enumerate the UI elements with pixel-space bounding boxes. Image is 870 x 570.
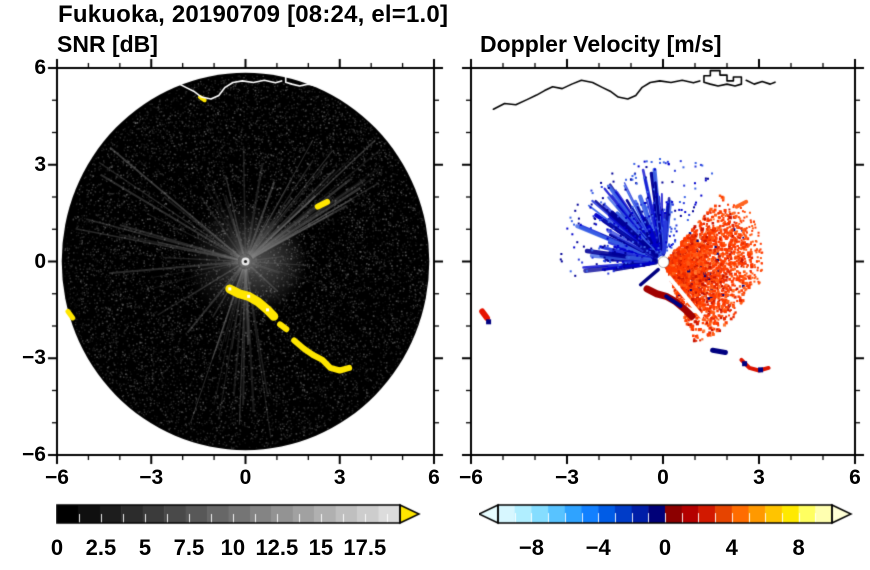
tick-label: 3 bbox=[34, 152, 46, 176]
doppler-panel-title: Doppler Velocity [m/s] bbox=[480, 31, 722, 57]
snr-panel-title: SNR [dB] bbox=[57, 31, 158, 57]
tick-label: 17.5 bbox=[343, 535, 387, 560]
tick-label: 3 bbox=[753, 466, 765, 489]
tick-label: 15 bbox=[308, 535, 334, 560]
snr-colorbar bbox=[56, 503, 421, 525]
tick-label: 0 bbox=[658, 535, 672, 560]
doppler-colorbar bbox=[479, 503, 853, 525]
tick-label: 0 bbox=[50, 535, 64, 560]
tick-label: 0 bbox=[239, 466, 252, 489]
tick-label: 2.5 bbox=[85, 535, 117, 560]
tick-label: 3 bbox=[333, 466, 346, 489]
tick-label: 6 bbox=[428, 466, 440, 489]
tick-label: 8 bbox=[792, 535, 805, 560]
tick-label: 12.5 bbox=[255, 535, 299, 560]
tick-label: −4 bbox=[585, 535, 611, 560]
tick-label: −6 bbox=[459, 466, 483, 489]
doppler-radar-ppi-plot bbox=[459, 56, 867, 467]
tick-label: −6 bbox=[22, 443, 46, 466]
tick-label: 5 bbox=[138, 535, 152, 560]
tick-label: 6 bbox=[849, 466, 861, 489]
tick-label: −3 bbox=[22, 346, 46, 370]
tick-label: 6 bbox=[34, 56, 46, 79]
tick-label: −3 bbox=[555, 466, 579, 489]
tick-label: 10 bbox=[220, 535, 246, 560]
tick-label: 0 bbox=[657, 466, 669, 489]
tick-label: −8 bbox=[518, 535, 544, 560]
tick-label: −6 bbox=[45, 466, 69, 489]
tick-label: −3 bbox=[139, 466, 164, 489]
tick-label: 0 bbox=[34, 249, 46, 273]
figure-title: Fukuoka, 20190709 [08:24, el=1.0] bbox=[58, 1, 449, 28]
tick-label: 7.5 bbox=[173, 535, 205, 560]
snr-radar-ppi-plot bbox=[45, 56, 446, 467]
tick-label: 4 bbox=[725, 535, 738, 560]
